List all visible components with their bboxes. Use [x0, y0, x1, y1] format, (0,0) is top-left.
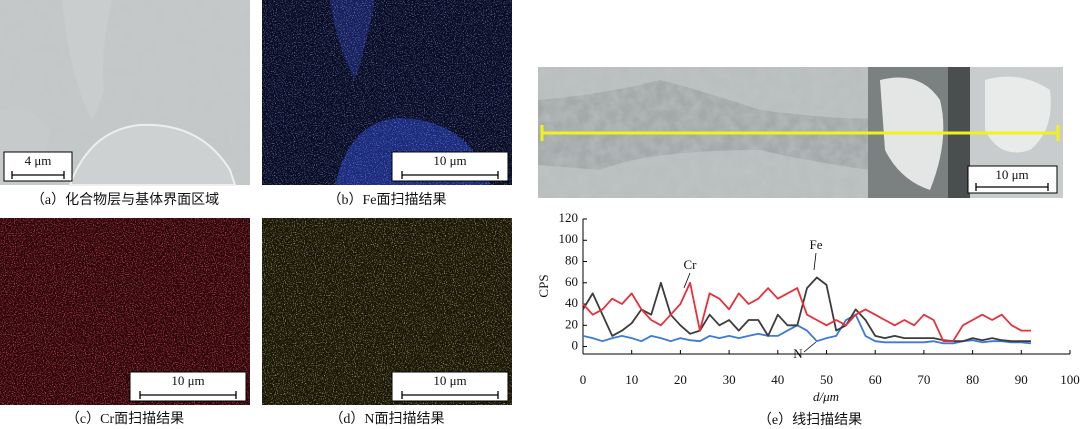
leader [803, 341, 817, 353]
y-tick-label: 80 [565, 253, 578, 268]
x-tick-label: 0 [580, 372, 587, 387]
x-tick-label: 10 [625, 372, 638, 387]
x-tick-label: 100 [1060, 372, 1080, 387]
series-line [582, 281, 1031, 343]
x-tick-label: 90 [1015, 372, 1028, 387]
series-line [582, 276, 1031, 343]
y-axis-label: CPS [536, 274, 551, 297]
caption: （b）Fe面扫描结果 [328, 192, 447, 208]
scale-label: 10 μm [995, 167, 1028, 182]
scale-bar: 4 μm [3, 151, 73, 182]
y-tick-label: 60 [565, 274, 578, 289]
caption: （c）Cr面扫描结果 [66, 411, 184, 427]
scale-label: 10 μm [433, 373, 466, 388]
caption: （d）N面扫描结果 [329, 411, 444, 427]
scale-bar: 10 μm [391, 151, 509, 182]
y-tick-label: 0 [572, 338, 579, 353]
x-tick-label: 80 [966, 372, 979, 387]
scale-label: 10 μm [433, 153, 466, 168]
x-axis-label: d/μm [813, 389, 839, 404]
annotation: N [793, 346, 803, 361]
x-tick-label: 60 [869, 372, 882, 387]
x-tick-label: 70 [917, 372, 930, 387]
annotation: Cr [684, 257, 698, 272]
scale-label: 4 μm [25, 153, 52, 168]
x-tick-label: 30 [723, 372, 736, 387]
x-tick-label: 40 [771, 372, 784, 387]
x-tick-label: 20 [674, 372, 687, 387]
y-tick-label: 20 [565, 316, 578, 331]
y-tick-label: 120 [559, 210, 579, 225]
scale-bar: 10 μm [967, 165, 1058, 194]
leader [683, 272, 691, 289]
y-tick-label: 40 [565, 295, 578, 310]
caption: （e）线扫描结果 [758, 412, 862, 428]
y-tick-label: 100 [559, 231, 579, 246]
scale-bar: 10 μm [129, 371, 247, 402]
leader [813, 252, 817, 271]
annotation: Fe [810, 237, 823, 252]
scale-bar: 10 μm [391, 371, 509, 402]
x-tick-label: 50 [820, 372, 833, 387]
series-line [582, 313, 1032, 345]
caption: （a）化合物层与基体界面区域 [31, 191, 219, 208]
plot: 0 20 40 60 80 100 120 0 10 20 30 40 50 60 70 80 90 100 [559, 210, 1080, 387]
scale-label: 10 μm [171, 373, 204, 388]
